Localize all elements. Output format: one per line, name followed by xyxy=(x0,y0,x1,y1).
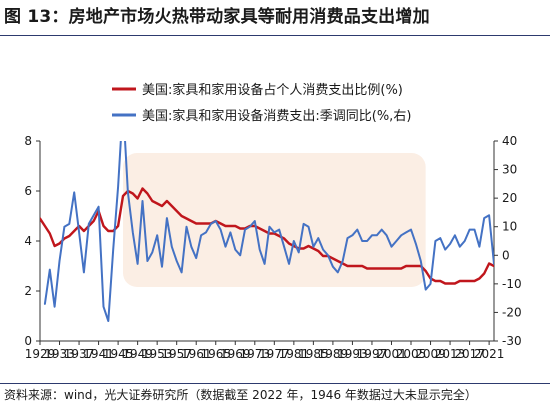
x-tick-label: 2005 xyxy=(396,347,427,361)
y-left-tick-label: 8 xyxy=(24,134,32,148)
legend-label-growth: 美国:家具和家用设备消费支出:季调同比(%,右) xyxy=(142,108,411,124)
x-tick-label: 1929 xyxy=(25,347,56,361)
y-right-tick-label: -20 xyxy=(502,305,522,319)
x-tick-label: 1985 xyxy=(298,347,329,361)
x-tick-label: 1989 xyxy=(318,347,349,361)
axes: 02468-30-20-1001020304019291933193719411… xyxy=(24,134,521,361)
highlight-band xyxy=(122,153,426,287)
x-tick-label: 1981 xyxy=(279,347,310,361)
x-tick-label: 1945 xyxy=(103,347,134,361)
x-tick-label: 1949 xyxy=(122,347,153,361)
x-tick-label: 1953 xyxy=(142,347,173,361)
x-tick-label: 1993 xyxy=(337,347,368,361)
source-note: 资料来源：wind，光大证券研究所（数据截至 2022 年，1946 年数据过大… xyxy=(4,388,477,402)
series-layer xyxy=(40,141,494,322)
source-rule xyxy=(0,383,550,384)
y-right-tick-label: 30 xyxy=(502,163,517,177)
x-tick-label: 1957 xyxy=(161,347,192,361)
y-right-tick-label: -10 xyxy=(502,277,522,291)
y-left-tick-label: 2 xyxy=(24,284,32,298)
x-tick-label: 2013 xyxy=(435,347,466,361)
title-rule xyxy=(0,35,550,36)
y-left-tick-label: 0 xyxy=(24,334,32,348)
highlight-band-layer xyxy=(122,153,426,287)
y-right-tick-label: 0 xyxy=(502,248,510,262)
x-tick-label: 1977 xyxy=(259,347,290,361)
legend: 美国:家具和家用设备占个人消费支出比例(%) 美国:家具和家用设备消费支出:季调… xyxy=(112,82,411,124)
x-tick-label: 1933 xyxy=(44,347,75,361)
x-tick-label: 1941 xyxy=(83,347,114,361)
series-line-growth xyxy=(43,141,494,322)
y-left-tick-label: 4 xyxy=(24,234,32,248)
y-right-tick-label: 10 xyxy=(502,220,517,234)
x-tick-label: 2021 xyxy=(474,347,505,361)
x-tick-label: 1997 xyxy=(357,347,388,361)
x-tick-label: 1973 xyxy=(240,347,271,361)
x-tick-label: 1965 xyxy=(200,347,231,361)
x-tick-label: 1937 xyxy=(64,347,95,361)
y-right-tick-label: 20 xyxy=(502,191,517,205)
y-right-tick-label: -30 xyxy=(502,334,522,348)
x-tick-label: 2009 xyxy=(415,347,446,361)
chart-title: 图 13：房地产市场火热带动家具等耐用消费品支出增加 xyxy=(4,7,430,27)
x-tick-label: 1961 xyxy=(181,347,212,361)
x-tick-label: 2017 xyxy=(454,347,485,361)
y-right-tick-label: 40 xyxy=(502,134,517,148)
x-tick-label: 2001 xyxy=(376,347,407,361)
legend-label-share: 美国:家具和家用设备占个人消费支出比例(%) xyxy=(142,82,403,98)
x-tick-label: 1969 xyxy=(220,347,251,361)
y-left-tick-label: 6 xyxy=(24,184,32,198)
